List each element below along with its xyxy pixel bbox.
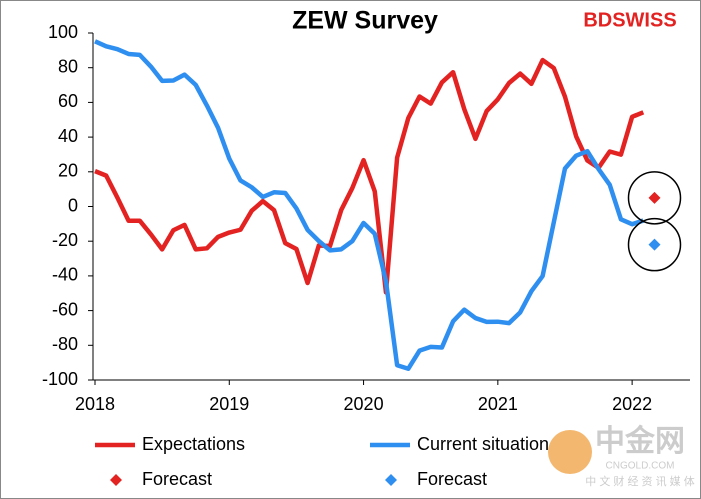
legend-swatch: [110, 474, 122, 486]
highlight-circle: [627, 171, 682, 225]
y-tick-label: 40: [58, 126, 78, 146]
x-tick-label: 2019: [209, 394, 249, 414]
y-tick-label: 0: [68, 195, 78, 215]
y-tick-label: 80: [58, 56, 78, 76]
watermark-emblem: [548, 430, 592, 474]
watermark-tagline: 中 文 财 经 资 讯 媒 体: [585, 474, 694, 488]
y-tick-label: -80: [52, 334, 78, 354]
y-tick-label: -100: [42, 369, 78, 389]
series-line: [94, 57, 645, 295]
legend-swatch: [385, 474, 397, 486]
y-tick-label: -20: [52, 230, 78, 250]
watermark-url: CNGOLD.COM: [606, 461, 675, 472]
logo: BDSWISS: [583, 9, 676, 31]
highlight-circle: [627, 217, 682, 272]
series-line: [94, 39, 645, 371]
x-tick-label: 2022: [612, 394, 652, 414]
y-tick-label: 60: [58, 91, 78, 111]
forecast-marker: [648, 238, 661, 251]
y-tick-label: -40: [52, 265, 78, 285]
y-tick-label: 20: [58, 161, 78, 181]
x-tick-label: 2018: [75, 394, 115, 414]
y-tick-label: -60: [52, 299, 78, 319]
watermark-text: 中金网: [595, 424, 685, 458]
legend-label: Forecast: [142, 469, 212, 489]
y-tick-label: 100: [48, 22, 78, 42]
x-tick-label: 2020: [344, 394, 384, 414]
legend-label: Forecast: [417, 469, 487, 489]
chart-title: ZEW Survey: [292, 7, 438, 35]
x-tick-label: 2021: [478, 394, 518, 414]
legend-label: Current situation: [417, 434, 549, 454]
watermark: 中金网 CNGOLD.COM 中 文 财 经 资 讯 媒 体: [548, 424, 695, 488]
legend-label: Expectations: [142, 434, 245, 454]
forecast-marker: [648, 191, 661, 204]
